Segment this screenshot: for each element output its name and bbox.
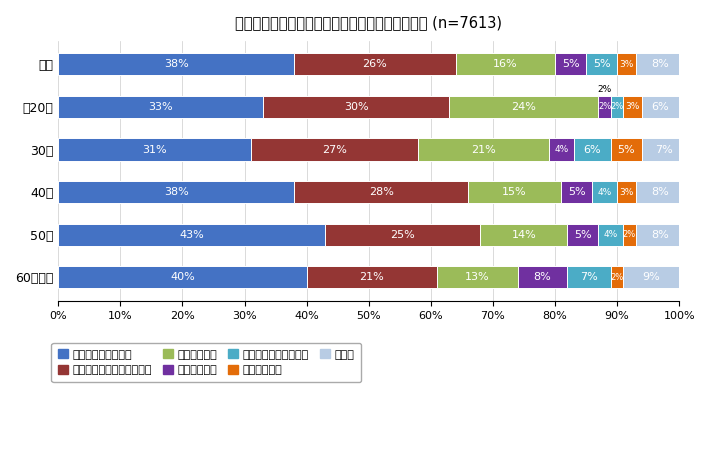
Text: 40%: 40% xyxy=(170,272,195,282)
Text: 25%: 25% xyxy=(391,230,415,240)
Bar xyxy=(481,224,567,246)
Text: 2%: 2% xyxy=(598,103,611,112)
Bar xyxy=(263,96,449,118)
Text: 33%: 33% xyxy=(148,102,173,112)
Bar xyxy=(294,181,468,203)
Bar xyxy=(561,181,592,203)
Bar xyxy=(592,181,617,203)
Bar xyxy=(468,181,561,203)
Text: 7%: 7% xyxy=(655,145,672,155)
Bar xyxy=(567,266,611,289)
Text: 8%: 8% xyxy=(652,230,670,240)
Bar xyxy=(611,139,642,161)
Text: 28%: 28% xyxy=(368,187,393,197)
Bar xyxy=(58,181,294,203)
Text: 5%: 5% xyxy=(568,187,586,197)
Text: 38%: 38% xyxy=(164,59,189,70)
Bar xyxy=(58,139,251,161)
Text: 8%: 8% xyxy=(534,272,552,282)
Text: 24%: 24% xyxy=(511,102,536,112)
Bar xyxy=(623,266,679,289)
Text: 3%: 3% xyxy=(626,103,640,112)
Bar xyxy=(325,224,481,246)
Text: 5%: 5% xyxy=(562,59,579,70)
Text: 2%: 2% xyxy=(611,103,623,112)
Title: 初めて自分でクルマを買ったきっかけは何ですか (n=7613): 初めて自分でクルマを買ったきっかけは何ですか (n=7613) xyxy=(235,15,502,30)
Text: 6%: 6% xyxy=(652,102,670,112)
Bar xyxy=(58,53,294,75)
Bar xyxy=(294,53,456,75)
Bar xyxy=(449,96,599,118)
Bar xyxy=(617,53,635,75)
Bar xyxy=(418,139,549,161)
Text: 26%: 26% xyxy=(363,59,387,70)
Bar xyxy=(58,224,325,246)
Text: 21%: 21% xyxy=(359,272,384,282)
Text: 4%: 4% xyxy=(598,188,612,197)
Text: 5%: 5% xyxy=(574,230,591,240)
Bar xyxy=(611,266,623,289)
Bar xyxy=(611,96,623,118)
Bar xyxy=(555,53,586,75)
Text: 21%: 21% xyxy=(471,145,496,155)
Text: 27%: 27% xyxy=(322,145,347,155)
Text: 3%: 3% xyxy=(619,60,633,69)
Bar xyxy=(617,181,635,203)
Text: 2%: 2% xyxy=(623,230,636,239)
Bar xyxy=(307,266,437,289)
Bar xyxy=(58,266,307,289)
Text: 7%: 7% xyxy=(580,272,598,282)
Text: 2%: 2% xyxy=(611,273,623,282)
Text: 31%: 31% xyxy=(142,145,167,155)
Text: 5%: 5% xyxy=(618,145,635,155)
Text: 5%: 5% xyxy=(593,59,611,70)
Bar xyxy=(623,224,635,246)
Text: 3%: 3% xyxy=(619,188,633,197)
Bar xyxy=(586,53,617,75)
Text: 8%: 8% xyxy=(652,187,670,197)
Text: 2%: 2% xyxy=(598,85,612,94)
Bar xyxy=(567,224,599,246)
Text: 15%: 15% xyxy=(502,187,527,197)
Bar xyxy=(437,266,518,289)
Bar xyxy=(599,96,611,118)
Text: 9%: 9% xyxy=(643,272,660,282)
Text: 30%: 30% xyxy=(344,102,368,112)
Bar xyxy=(635,181,685,203)
Text: 13%: 13% xyxy=(465,272,490,282)
Text: 8%: 8% xyxy=(652,59,670,70)
Bar xyxy=(599,224,623,246)
Bar xyxy=(574,139,611,161)
Text: 6%: 6% xyxy=(584,145,601,155)
Bar xyxy=(635,224,685,246)
Text: 38%: 38% xyxy=(164,187,189,197)
Bar xyxy=(549,139,574,161)
Bar xyxy=(642,139,685,161)
Text: 4%: 4% xyxy=(554,145,568,154)
Text: 43%: 43% xyxy=(180,230,204,240)
Bar xyxy=(58,96,263,118)
Bar xyxy=(456,53,555,75)
Text: 14%: 14% xyxy=(512,230,536,240)
Bar xyxy=(251,139,418,161)
Text: 16%: 16% xyxy=(493,59,518,70)
Bar xyxy=(642,96,679,118)
Bar xyxy=(518,266,567,289)
Bar xyxy=(623,96,642,118)
Bar xyxy=(635,53,685,75)
Legend: 免許を取得したから, 欲しいクルマがあったから, 就職したから, 結婚したから, 子どもが生まれたから, 引越したから, その他: 免許を取得したから, 欲しいクルマがあったから, 就職したから, 結婚したから,… xyxy=(51,343,361,382)
Text: 4%: 4% xyxy=(604,230,618,239)
